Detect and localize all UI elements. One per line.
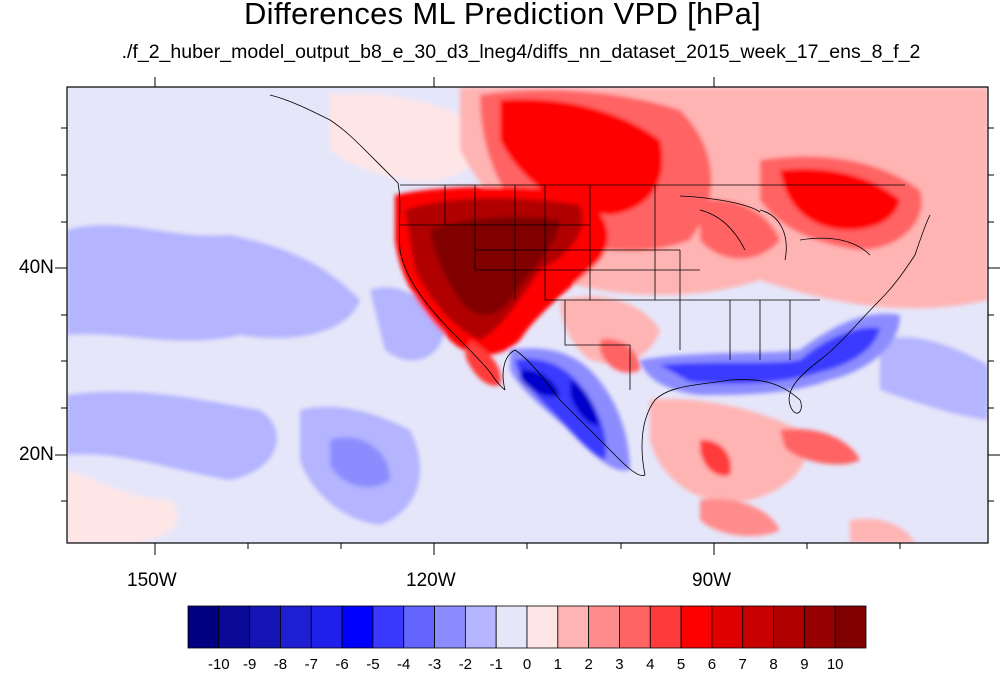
- lat-label-20n: 20N: [19, 444, 54, 465]
- colorbar-label: 9: [800, 656, 809, 673]
- colorbar-swatch: [434, 605, 466, 649]
- colorbar-label: -9: [242, 656, 257, 673]
- colorbar-label: 8: [769, 656, 778, 673]
- lat-label-40n: 40N: [19, 257, 54, 278]
- colorbar-label: -3: [427, 656, 442, 673]
- colorbar-label: -6: [335, 656, 349, 673]
- colorbar-swatch: [249, 605, 281, 649]
- colorbar-label: -10: [207, 656, 230, 673]
- axis-ticks: [55, 77, 1000, 555]
- map-title: Differences ML Prediction VPD [hPa]: [243, 0, 762, 31]
- map-subtitle: ./f_2_huber_model_output_b8_e_30_d3_lneg…: [121, 41, 921, 63]
- colorbar-label: 6: [707, 656, 717, 673]
- colorbar-swatch: [588, 605, 620, 649]
- colorbar-swatch: [403, 605, 435, 649]
- colorbar-swatch: [310, 605, 343, 649]
- colorbar-label: 3: [615, 656, 624, 673]
- coastlines: [269, 94, 931, 477]
- colorbar-swatch: [526, 605, 559, 649]
- colorbar-label: 10: [826, 656, 844, 673]
- colorbar-swatch: [742, 605, 774, 649]
- colorbar-swatch: [341, 605, 374, 649]
- colorbar-swatch: [834, 605, 867, 649]
- colorbar-label: -2: [458, 656, 473, 673]
- colorbar-swatch: [803, 605, 836, 649]
- colorbar-label: -5: [366, 656, 380, 673]
- colorbar-label: 1: [553, 656, 562, 673]
- colorbar-swatch: [773, 605, 805, 649]
- colorbar-swatch: [619, 605, 651, 649]
- lon-label-150w: 150W: [127, 570, 177, 591]
- colorbar-label: 7: [738, 656, 747, 673]
- colorbar-label: 2: [584, 656, 593, 673]
- colorbar-swatch: [187, 605, 220, 649]
- colorbar-label: -4: [397, 656, 411, 673]
- lon-label-90w: 90W: [692, 570, 732, 591]
- colorbar-swatch: [680, 605, 713, 649]
- colorbar-swatch: [649, 605, 682, 649]
- colorbar-swatch: [280, 605, 312, 649]
- colorbar: [187, 605, 867, 649]
- colorbar-swatch: [372, 605, 405, 649]
- colorbar-label: -8: [273, 656, 288, 673]
- vpd-difference-field: [67, 87, 988, 543]
- colorbar-label: -1: [489, 656, 503, 673]
- colorbar-swatch: [711, 605, 744, 649]
- colorbar-swatch: [495, 605, 528, 649]
- colorbar-label: 4: [646, 656, 655, 673]
- colorbar-swatch: [464, 605, 497, 649]
- colorbar-swatch: [557, 605, 590, 649]
- colorbar-label: -7: [304, 656, 318, 673]
- colorbar-label: 0: [522, 656, 532, 673]
- colorbar-label: 5: [676, 656, 686, 673]
- colorbar-swatch: [218, 605, 251, 649]
- lon-label-120w: 120W: [406, 570, 456, 591]
